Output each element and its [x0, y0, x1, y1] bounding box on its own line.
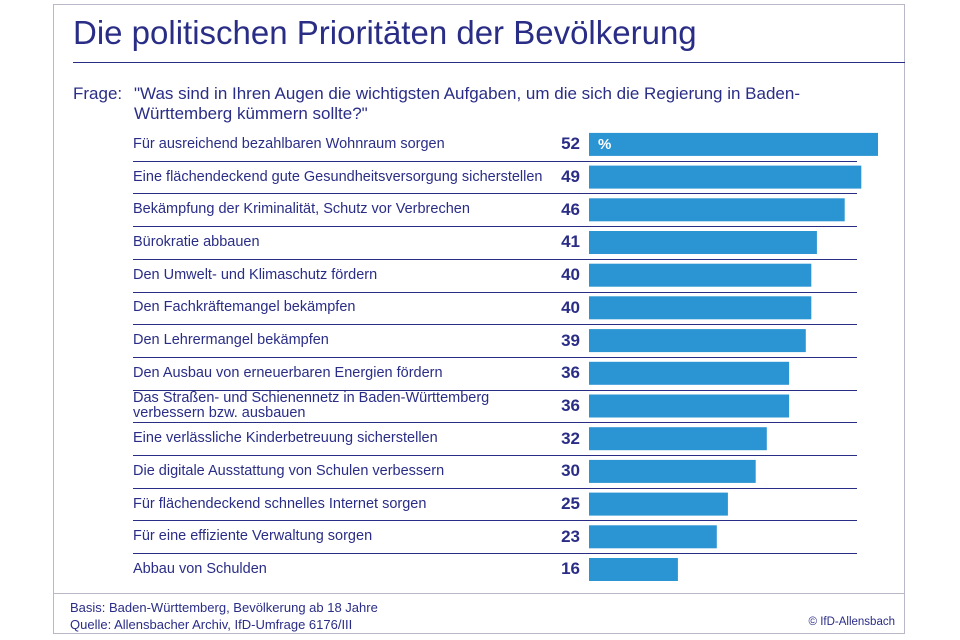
bar [589, 132, 878, 156]
row-separator [133, 422, 857, 423]
copyright: © IfD-Allensbach [808, 616, 895, 628]
bar-area [589, 128, 889, 588]
question-text: "Was sind in Ihren Augen die wichtigsten… [134, 84, 800, 123]
value-label: 36 [561, 363, 580, 383]
bar [589, 492, 728, 516]
bar [589, 165, 862, 189]
value-label: 39 [561, 330, 580, 350]
row-separator [133, 259, 857, 260]
value-label: 41 [561, 232, 580, 252]
category-label: Den Umwelt- und Klimaschutz fördern [133, 266, 378, 283]
row-separator [133, 226, 857, 227]
bar [589, 198, 845, 222]
category-label: Den Lehrermangel bekämpfen [133, 332, 329, 349]
row-separator [133, 520, 857, 521]
value-label: 23 [561, 526, 580, 546]
bar [589, 329, 806, 353]
bar [589, 394, 790, 418]
value-label: 16 [561, 559, 580, 579]
row-separator [133, 455, 857, 456]
bar-chart-svg [589, 132, 878, 581]
row-separator [133, 292, 857, 293]
row-separator [133, 324, 857, 325]
value-label: 52 [561, 134, 580, 154]
source-note: Quelle: Allensbacher Archiv, IfD-Umfrage… [70, 617, 353, 632]
unit-label: % [598, 136, 612, 153]
footer-rule [53, 593, 905, 594]
basis-note: Basis: Baden-Württemberg, Bevölkerung ab… [70, 600, 378, 615]
value-label: 46 [561, 199, 580, 219]
title-rule [73, 62, 905, 63]
value-label: 36 [561, 395, 580, 415]
row-separator [133, 488, 857, 489]
category-label: Den Fachkräftemangel bekämpfen [133, 299, 356, 316]
category-label: Den Ausbau von erneuerbaren Energien för… [133, 364, 443, 381]
value-label: 30 [561, 461, 580, 481]
category-label: Bekämpfung der Kriminalität, Schutz vor … [133, 201, 470, 218]
bar [589, 558, 678, 581]
category-label: Eine verlässliche Kinderbetreuung sicher… [133, 430, 438, 447]
value-label: 25 [561, 494, 580, 514]
value-label: 40 [561, 297, 580, 317]
row-separator [133, 390, 857, 391]
bar [589, 525, 717, 549]
category-label: Das Straßen- und Schienennetz in Baden-W… [133, 389, 490, 421]
value-label: 40 [561, 265, 580, 285]
bar [589, 296, 812, 320]
category-label: Die digitale Ausstattung von Schulen ver… [133, 462, 445, 479]
bar [589, 231, 817, 254]
bar [589, 361, 790, 385]
bar [589, 459, 756, 483]
category-label: Für ausreichend bezahlbaren Wohnraum sor… [133, 135, 445, 152]
row-separator [133, 161, 857, 162]
category-label: Eine flächendeckend gute Gesundheitsvers… [133, 168, 543, 185]
row-separator [133, 357, 857, 358]
category-label: Abbau von Schulden [133, 560, 267, 577]
chart-title: Die politischen Prioritäten der Bevölker… [73, 14, 697, 51]
category-label: Für flächendeckend schnelles Internet so… [133, 495, 427, 512]
bar [589, 263, 812, 287]
value-label: 49 [561, 167, 580, 187]
question-prefix: Frage: [73, 84, 123, 103]
category-label: Für eine effiziente Verwaltung sorgen [133, 528, 373, 545]
bar [589, 427, 767, 451]
category-label: Bürokratie abbauen [133, 233, 260, 250]
row-separator [133, 193, 857, 194]
row-separator [133, 553, 857, 554]
value-label: 32 [561, 428, 580, 448]
